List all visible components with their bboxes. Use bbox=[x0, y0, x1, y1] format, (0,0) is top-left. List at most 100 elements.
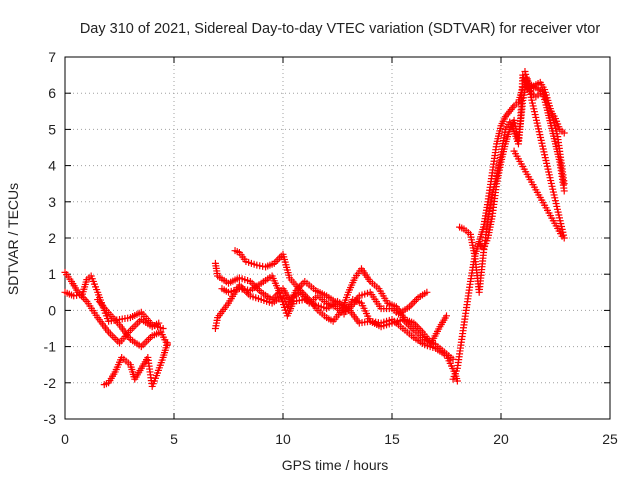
data-point bbox=[553, 130, 561, 138]
y-axis-label: SDTVAR / TECUs bbox=[5, 183, 21, 295]
data-point bbox=[470, 249, 478, 257]
data-point bbox=[285, 271, 293, 279]
data-point bbox=[268, 260, 276, 268]
data-point bbox=[466, 280, 474, 288]
data-point bbox=[104, 315, 112, 323]
y-tick-label: 6 bbox=[48, 85, 56, 101]
data-point bbox=[429, 344, 437, 352]
data-point bbox=[124, 359, 132, 367]
x-tick-label: 0 bbox=[61, 431, 69, 447]
axis-ticks bbox=[64, 56, 611, 420]
data-point bbox=[373, 283, 381, 291]
data-point bbox=[102, 380, 110, 388]
x-tick-label: 10 bbox=[275, 431, 291, 447]
data-point bbox=[110, 370, 118, 378]
data-point bbox=[452, 367, 460, 375]
data-point bbox=[66, 275, 74, 283]
data-point bbox=[408, 332, 416, 340]
data-point bbox=[488, 172, 496, 180]
data-point bbox=[408, 325, 416, 332]
data-point bbox=[146, 319, 154, 327]
data-point bbox=[244, 290, 252, 298]
data-point bbox=[479, 226, 487, 234]
data-point bbox=[355, 298, 363, 306]
data-point bbox=[546, 105, 554, 113]
data-point bbox=[320, 291, 328, 299]
data-point bbox=[76, 291, 84, 299]
data-point bbox=[462, 309, 470, 317]
y-tick-label: 5 bbox=[48, 121, 56, 137]
data-point bbox=[93, 286, 101, 294]
data-point bbox=[266, 273, 274, 281]
y-tick-labels: -3 -2 -1 0 1 2 3 4 5 6 7 bbox=[44, 49, 57, 427]
x-tick-labels: 0 5 10 15 20 25 bbox=[61, 431, 618, 447]
data-point bbox=[385, 316, 393, 324]
data-point bbox=[289, 300, 297, 308]
data-point bbox=[483, 237, 491, 245]
y-tick-label: -1 bbox=[44, 339, 57, 355]
y-tick-label: 0 bbox=[48, 302, 56, 318]
data-point bbox=[327, 316, 335, 324]
data-point bbox=[479, 251, 487, 259]
data-point bbox=[441, 314, 449, 322]
data-point bbox=[492, 143, 500, 151]
data-point bbox=[155, 329, 163, 337]
data-point bbox=[136, 366, 144, 374]
y-tick-label: -3 bbox=[44, 411, 57, 427]
data-point bbox=[400, 313, 408, 321]
data-point bbox=[284, 293, 292, 301]
data-point bbox=[244, 286, 252, 294]
data-point bbox=[496, 124, 504, 132]
data-point bbox=[213, 269, 221, 277]
data-point bbox=[250, 260, 258, 268]
data-point bbox=[551, 137, 559, 145]
data-point bbox=[376, 302, 384, 310]
data-point bbox=[365, 275, 373, 283]
data-point bbox=[396, 316, 404, 324]
data-point bbox=[501, 142, 509, 150]
data-point bbox=[347, 298, 355, 306]
x-tick-label: 5 bbox=[170, 431, 178, 447]
data-point bbox=[81, 296, 89, 304]
data-point bbox=[233, 248, 241, 256]
y-tick-label: 3 bbox=[48, 194, 56, 210]
data-point bbox=[254, 295, 262, 303]
data-point bbox=[363, 289, 371, 297]
y-tick-label: 2 bbox=[48, 230, 56, 246]
data-point bbox=[408, 318, 416, 326]
data-point bbox=[274, 284, 282, 292]
data-point bbox=[421, 290, 429, 298]
data-point bbox=[397, 323, 405, 331]
data-point bbox=[223, 301, 231, 309]
data-point bbox=[240, 255, 248, 263]
data-point bbox=[114, 319, 122, 327]
data-point bbox=[82, 278, 90, 286]
data-point bbox=[484, 219, 492, 227]
y-tick-label: 1 bbox=[48, 266, 56, 282]
data-point bbox=[390, 302, 398, 310]
data-point bbox=[539, 83, 547, 91]
data-point bbox=[85, 274, 93, 282]
data-point bbox=[403, 304, 411, 312]
data-points bbox=[61, 67, 568, 390]
x-tick-label: 20 bbox=[493, 431, 509, 447]
x-tick-label: 25 bbox=[602, 431, 618, 447]
chart-title: Day 310 of 2021, Sidereal Day-to-day VTE… bbox=[80, 21, 600, 37]
data-point bbox=[320, 297, 328, 305]
data-point bbox=[350, 276, 358, 284]
data-point bbox=[342, 303, 350, 311]
y-tick-label: -2 bbox=[44, 375, 57, 391]
data-point bbox=[534, 80, 542, 88]
data-point bbox=[522, 70, 530, 78]
data-point bbox=[419, 339, 427, 347]
data-point bbox=[464, 229, 472, 237]
data-point bbox=[117, 356, 125, 364]
data-point bbox=[509, 104, 517, 112]
data-point bbox=[343, 291, 351, 299]
y-tick-label: 7 bbox=[48, 49, 56, 65]
data-point bbox=[255, 281, 263, 289]
data-point bbox=[336, 309, 344, 317]
data-point bbox=[162, 338, 170, 346]
